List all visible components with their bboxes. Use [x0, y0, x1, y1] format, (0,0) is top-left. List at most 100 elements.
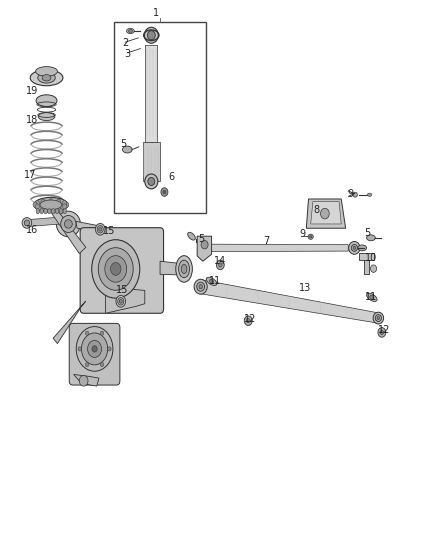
- Ellipse shape: [128, 29, 132, 33]
- Polygon shape: [74, 374, 99, 386]
- Ellipse shape: [40, 208, 43, 214]
- Ellipse shape: [63, 208, 67, 214]
- Ellipse shape: [380, 330, 384, 335]
- Ellipse shape: [353, 246, 356, 249]
- Ellipse shape: [367, 235, 375, 241]
- Polygon shape: [52, 211, 86, 254]
- Text: 6: 6: [168, 172, 174, 182]
- Text: 9: 9: [347, 189, 353, 199]
- Text: 15: 15: [103, 226, 115, 236]
- Ellipse shape: [97, 225, 103, 233]
- Ellipse shape: [179, 260, 190, 278]
- Ellipse shape: [118, 297, 124, 305]
- Ellipse shape: [59, 208, 63, 214]
- Circle shape: [98, 248, 133, 290]
- Ellipse shape: [22, 217, 32, 228]
- Ellipse shape: [57, 211, 81, 237]
- Ellipse shape: [30, 70, 63, 86]
- Ellipse shape: [377, 317, 380, 320]
- Circle shape: [64, 202, 69, 207]
- Ellipse shape: [206, 277, 217, 286]
- Ellipse shape: [370, 295, 374, 300]
- Ellipse shape: [145, 27, 158, 43]
- Text: 9: 9: [300, 229, 306, 239]
- Ellipse shape: [116, 295, 126, 307]
- Ellipse shape: [123, 146, 132, 153]
- Text: 8: 8: [314, 205, 320, 215]
- Ellipse shape: [353, 192, 357, 197]
- Polygon shape: [197, 236, 212, 261]
- Text: 3: 3: [125, 49, 131, 59]
- Text: 10: 10: [365, 253, 377, 263]
- Circle shape: [100, 331, 104, 335]
- Ellipse shape: [38, 112, 55, 120]
- Text: 5: 5: [120, 139, 127, 149]
- FancyBboxPatch shape: [69, 324, 120, 385]
- Polygon shape: [160, 261, 188, 275]
- Text: 19: 19: [26, 86, 38, 96]
- Ellipse shape: [24, 220, 29, 226]
- Circle shape: [62, 200, 67, 206]
- Ellipse shape: [61, 215, 76, 232]
- Text: 15: 15: [116, 285, 128, 295]
- Circle shape: [92, 240, 140, 298]
- Ellipse shape: [148, 177, 155, 185]
- Circle shape: [92, 346, 97, 352]
- Ellipse shape: [358, 245, 367, 251]
- Ellipse shape: [216, 260, 224, 270]
- Ellipse shape: [371, 265, 377, 272]
- Circle shape: [35, 204, 39, 209]
- Ellipse shape: [38, 72, 55, 83]
- Circle shape: [76, 327, 113, 371]
- Bar: [143, 142, 159, 181]
- Ellipse shape: [127, 28, 134, 34]
- Ellipse shape: [197, 282, 205, 291]
- Ellipse shape: [119, 300, 122, 303]
- Circle shape: [85, 362, 89, 367]
- Circle shape: [100, 362, 104, 367]
- Circle shape: [78, 347, 81, 351]
- Circle shape: [81, 333, 108, 365]
- Ellipse shape: [148, 31, 155, 40]
- Circle shape: [33, 202, 37, 207]
- Circle shape: [57, 205, 61, 211]
- Polygon shape: [200, 280, 379, 323]
- Ellipse shape: [145, 174, 158, 189]
- Text: 11: 11: [208, 276, 221, 286]
- Polygon shape: [211, 244, 348, 252]
- Ellipse shape: [375, 314, 381, 321]
- Ellipse shape: [209, 279, 214, 284]
- Ellipse shape: [52, 208, 55, 214]
- Circle shape: [49, 206, 53, 211]
- Circle shape: [41, 199, 45, 205]
- Ellipse shape: [199, 285, 202, 289]
- Circle shape: [110, 263, 121, 276]
- Text: 11: 11: [365, 292, 377, 302]
- Text: 13: 13: [299, 283, 311, 293]
- Text: 5: 5: [198, 234, 205, 244]
- Ellipse shape: [36, 95, 57, 107]
- Ellipse shape: [351, 245, 357, 252]
- Ellipse shape: [181, 264, 187, 273]
- Ellipse shape: [55, 208, 59, 214]
- Ellipse shape: [48, 208, 51, 214]
- Text: 12: 12: [378, 325, 390, 335]
- Ellipse shape: [34, 197, 68, 212]
- Ellipse shape: [219, 263, 222, 267]
- Text: 2: 2: [122, 38, 128, 48]
- Ellipse shape: [247, 319, 250, 323]
- Ellipse shape: [187, 232, 195, 240]
- Polygon shape: [27, 217, 61, 227]
- Polygon shape: [306, 199, 346, 228]
- Bar: [145, 45, 157, 142]
- Circle shape: [62, 204, 67, 209]
- Ellipse shape: [367, 193, 372, 196]
- Text: 16: 16: [26, 225, 38, 236]
- Ellipse shape: [163, 190, 166, 194]
- Circle shape: [49, 199, 53, 204]
- Ellipse shape: [349, 241, 360, 254]
- Circle shape: [85, 331, 89, 335]
- Ellipse shape: [161, 188, 168, 196]
- Bar: [114, 22, 206, 213]
- Ellipse shape: [35, 67, 57, 76]
